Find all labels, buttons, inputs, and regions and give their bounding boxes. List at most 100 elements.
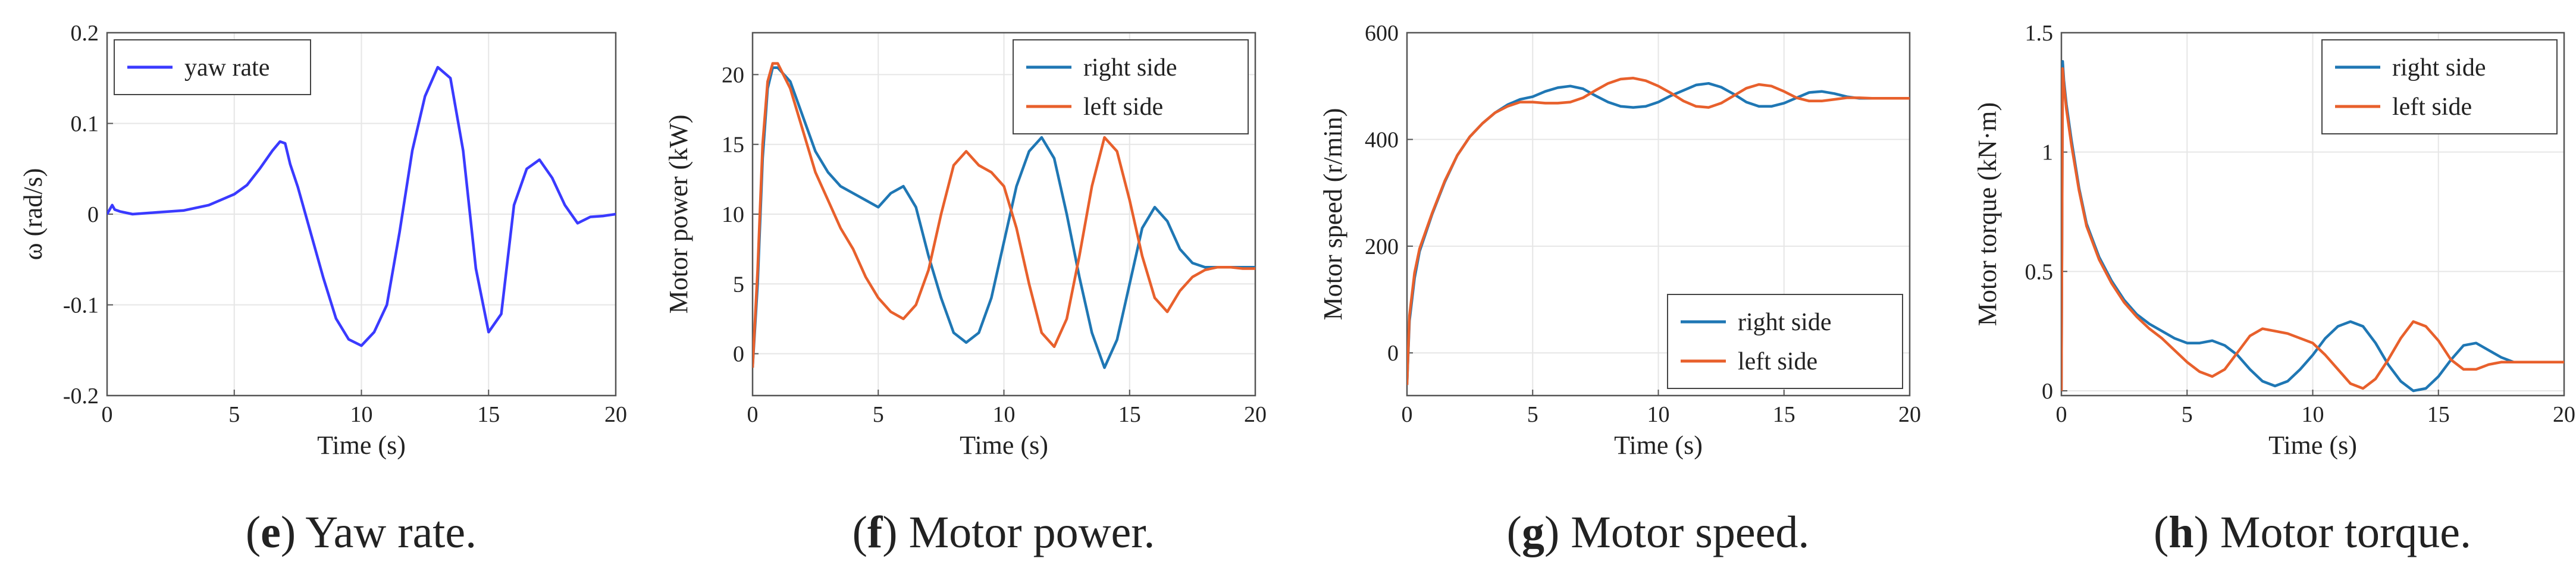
data-point — [1632, 77, 1634, 79]
data-point — [2362, 388, 2364, 389]
data-point — [1770, 105, 1772, 107]
data-point — [2062, 61, 2063, 62]
data-point — [789, 81, 791, 82]
data-point — [902, 186, 904, 187]
caption-text: Motor speed. — [1559, 507, 1809, 557]
caption-letter: h — [2168, 507, 2193, 557]
data-point — [2063, 84, 2065, 86]
caption-paren-close: ) — [2194, 507, 2209, 557]
data-point — [2071, 144, 2072, 146]
x-axis-label: Time (s) — [2268, 431, 2357, 460]
data-point — [114, 209, 115, 211]
data-point — [1041, 137, 1042, 138]
data-point — [1242, 268, 1243, 269]
data-point — [284, 143, 286, 144]
data-point — [2249, 335, 2251, 337]
data-point — [1532, 96, 1534, 98]
data-point — [2299, 369, 2301, 370]
data-point — [2111, 283, 2113, 284]
data-point — [840, 227, 841, 229]
data-point — [966, 342, 967, 343]
data-point — [991, 297, 992, 299]
x-tick-label: 15 — [2427, 402, 2450, 427]
x-tick-label: 10 — [993, 402, 1016, 427]
data-point — [322, 277, 324, 278]
data-point — [437, 67, 438, 68]
data-point — [513, 204, 515, 206]
series-line-left-side — [753, 62, 1255, 368]
data-point — [1846, 97, 1848, 99]
data-point — [2199, 371, 2201, 372]
data-point — [1079, 276, 1080, 278]
data-point — [1696, 84, 1697, 86]
data-point — [2463, 369, 2464, 370]
y-tick-label: 20 — [722, 62, 744, 87]
x-tick-label: 20 — [1898, 402, 1921, 427]
data-point — [1016, 186, 1017, 187]
data-point — [2186, 342, 2188, 344]
data-point — [1544, 90, 1546, 92]
data-point — [1456, 155, 1458, 156]
data-point — [297, 186, 299, 188]
data-point — [500, 313, 502, 315]
data-point — [111, 204, 113, 206]
y-axis-label: Motor torque (kN·m) — [1973, 102, 2002, 326]
data-point — [1544, 102, 1546, 104]
y-tick-label: 10 — [722, 202, 744, 227]
data-point — [1620, 105, 1621, 107]
caption-paren-open: ( — [2154, 507, 2168, 557]
data-point — [2564, 362, 2565, 363]
data-point — [814, 150, 816, 152]
data-point — [2437, 376, 2439, 377]
caption-paren-open: ( — [1507, 507, 1522, 557]
data-point — [1834, 99, 1835, 100]
data-point — [2062, 68, 2063, 69]
y-tick-label: 600 — [1365, 21, 1399, 46]
data-point — [1670, 92, 1672, 94]
x-axis-label: Time (s) — [317, 431, 406, 460]
data-point — [865, 199, 866, 201]
data-point — [488, 331, 490, 333]
data-point — [233, 193, 235, 195]
data-point — [840, 186, 841, 187]
data-point — [1041, 332, 1042, 334]
x-tick-label: 15 — [1773, 402, 1795, 427]
legend: yaw rate — [114, 39, 311, 95]
data-point — [2186, 362, 2188, 363]
data-point — [2312, 342, 2314, 344]
legend: right side left side — [2321, 39, 2558, 134]
data-point — [1507, 105, 1508, 107]
x-tick-label: 15 — [1118, 402, 1141, 427]
data-point — [475, 268, 477, 269]
x-tick-label: 15 — [477, 402, 500, 427]
data-point — [1696, 105, 1697, 107]
data-point — [2350, 383, 2351, 384]
data-point — [1595, 95, 1596, 96]
data-point — [2061, 390, 2062, 391]
legend-label: right side — [2392, 54, 2486, 81]
data-point — [1116, 339, 1118, 340]
data-point — [2136, 316, 2138, 318]
data-point — [1897, 98, 1898, 99]
x-tick-label: 0 — [1402, 402, 1413, 427]
y-tick-label: 0.1 — [71, 112, 99, 137]
data-point — [2149, 323, 2150, 325]
data-point — [1859, 97, 1860, 99]
data-point — [183, 210, 184, 211]
data-point — [1229, 266, 1231, 268]
data-point — [865, 276, 866, 278]
data-point — [272, 150, 273, 152]
data-point — [1003, 242, 1005, 243]
data-point — [2211, 376, 2213, 377]
data-point — [1016, 227, 1017, 229]
legend-label: yaw rate — [184, 54, 269, 81]
data-point — [1809, 101, 1810, 102]
y-tick-label: -0.2 — [63, 384, 99, 409]
chart-e: 0 5 10 15 20 -0.2 -0.1 0 0.1 0.2 Time (s) ω (rad/s)… — [18, 21, 627, 460]
data-point — [1620, 79, 1621, 80]
data-point — [2098, 259, 2100, 261]
data-point — [2211, 340, 2213, 341]
data-point — [526, 168, 528, 170]
data-point — [361, 345, 362, 346]
